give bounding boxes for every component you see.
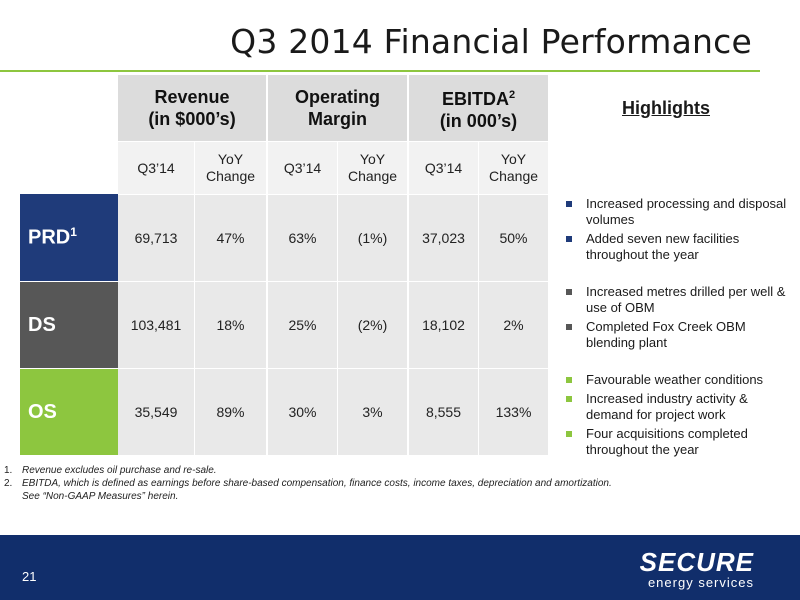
- square-bullet-icon: [566, 324, 572, 330]
- table-cell: 18%: [194, 281, 266, 368]
- list-item: Increased processing and disposal volume…: [566, 196, 791, 228]
- group-header-revenue: Revenue (in $000’s): [118, 75, 266, 141]
- sub-header-q: Q3’14: [407, 141, 478, 194]
- sub-header-yoy: YoY Change: [337, 141, 407, 194]
- footer-bar: 21 SECURE energy services: [0, 535, 800, 600]
- sub-header-row: Q3’14 YoY Change Q3’14 YoY Change Q3’14 Yo…: [20, 141, 548, 194]
- square-bullet-icon: [566, 431, 572, 437]
- highlights-title: Highlights: [622, 98, 710, 118]
- table-cell: 18,102: [407, 281, 478, 368]
- square-bullet-icon: [566, 236, 572, 242]
- title-underline: [0, 70, 760, 72]
- highlights-os: Favourable weather conditions Increased …: [566, 372, 791, 461]
- financial-table: Revenue (in $000’s) Operating Margin EBI…: [20, 75, 548, 455]
- list-item: Four acquisitions completed throughout t…: [566, 426, 791, 458]
- list-item: Favourable weather conditions: [566, 372, 791, 388]
- logo-tagline: energy services: [647, 575, 754, 590]
- table-cell: 3%: [337, 368, 407, 455]
- row-label-prd: PRD1: [20, 194, 118, 281]
- square-bullet-icon: [566, 396, 572, 402]
- square-bullet-icon: [566, 377, 572, 383]
- footnote: 2. EBITDA, which is defined as earnings b…: [4, 478, 612, 489]
- table-cell: 50%: [478, 194, 548, 281]
- table-row-prd: PRD1 69,713 47% 63% (1%) 37,023 50%: [20, 194, 548, 281]
- sub-header-yoy: YoY Change: [194, 141, 266, 194]
- secure-logo: SECURE energy services: [640, 547, 754, 590]
- highlights-prd: Increased processing and disposal volume…: [566, 196, 791, 266]
- corner-cell: [20, 75, 118, 141]
- group-header-ebitda: EBITDA2 (in 000’s): [407, 75, 548, 141]
- row-label-ds: DS: [20, 281, 118, 368]
- sub-header-q: Q3’14: [118, 141, 194, 194]
- group-header-operating-margin: Operating Margin: [266, 75, 407, 141]
- table-cell: 2%: [478, 281, 548, 368]
- table-row-os: OS 35,549 89% 30% 3% 8,555 133%: [20, 368, 548, 455]
- table-cell: (1%): [337, 194, 407, 281]
- square-bullet-icon: [566, 201, 572, 207]
- table-cell: 69,713: [118, 194, 194, 281]
- sub-header-yoy: YoY Change: [478, 141, 548, 194]
- table-cell: 47%: [194, 194, 266, 281]
- table-cell: 8,555: [407, 368, 478, 455]
- list-item: Increased industry activity & demand for…: [566, 391, 791, 423]
- footnotes: 1. Revenue excludes oil purchase and re-s…: [4, 464, 612, 503]
- table-cell: (2%): [337, 281, 407, 368]
- table-cell: 37,023: [407, 194, 478, 281]
- footnote: See “Non-GAAP Measures” herein.: [22, 491, 179, 502]
- table-cell: 35,549: [118, 368, 194, 455]
- table-cell: 63%: [266, 194, 337, 281]
- table-cell: 25%: [266, 281, 337, 368]
- list-item: Completed Fox Creek OBM blending plant: [566, 319, 791, 351]
- table-cell: 133%: [478, 368, 548, 455]
- table-cell: 30%: [266, 368, 337, 455]
- table-cell: 89%: [194, 368, 266, 455]
- footnote: 1. Revenue excludes oil purchase and re-s…: [4, 465, 217, 476]
- highlights-ds: Increased metres drilled per well & use …: [566, 284, 791, 354]
- sub-header-q: Q3’14: [266, 141, 337, 194]
- list-item: Increased metres drilled per well & use …: [566, 284, 791, 316]
- group-header-row: Revenue (in $000’s) Operating Margin EBI…: [20, 75, 548, 141]
- page-number: 21: [22, 569, 37, 584]
- row-label-os: OS: [20, 368, 118, 455]
- list-item: Added seven new facilities throughout th…: [566, 231, 791, 263]
- square-bullet-icon: [566, 289, 572, 295]
- slide-title: Q3 2014 Financial Performance: [230, 22, 752, 61]
- table-row-ds: DS 103,481 18% 25% (2%) 18,102 2%: [20, 281, 548, 368]
- logo-wordmark: SECURE: [639, 547, 754, 577]
- table-cell: 103,481: [118, 281, 194, 368]
